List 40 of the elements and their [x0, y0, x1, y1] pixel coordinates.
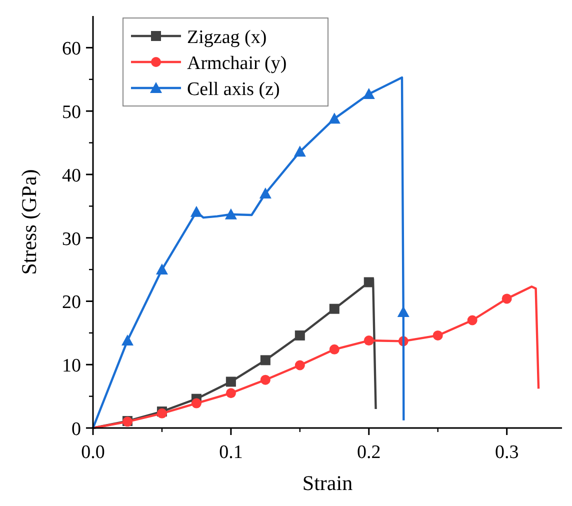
- point: [121, 334, 134, 346]
- point: [260, 355, 270, 366]
- x-tick-label: 0.3: [494, 442, 519, 463]
- point: [294, 146, 306, 157]
- x-tick-label: 0.1: [219, 442, 243, 463]
- point: [224, 208, 237, 220]
- point: [156, 264, 168, 275]
- legend-label: Armchair (y): [187, 53, 287, 74]
- point: [226, 376, 236, 387]
- y-tick-label: 20: [62, 292, 81, 314]
- y-tick-label: 40: [62, 165, 81, 186]
- point: [329, 344, 340, 354]
- y-tick-label: 30: [62, 228, 81, 250]
- point: [502, 294, 512, 304]
- point: [467, 315, 478, 326]
- line-series: [92, 286, 540, 430]
- point: [328, 112, 340, 124]
- x-tick-label: 0.0: [81, 442, 105, 463]
- point: [364, 277, 374, 288]
- point: [260, 374, 270, 385]
- point: [294, 330, 305, 340]
- point: [190, 206, 202, 217]
- point: [364, 336, 374, 346]
- x-axis-title: Strain: [302, 471, 354, 495]
- y-tick-label: 50: [62, 102, 81, 124]
- y-axis-title: Stress (GPa): [17, 169, 41, 275]
- legend-label: Cell axis (z): [187, 79, 280, 100]
- point: [259, 187, 272, 198]
- point: [294, 360, 305, 370]
- y-tick-label: 10: [62, 356, 81, 377]
- point: [191, 398, 202, 408]
- legend-label: Zigzag (x): [187, 27, 267, 48]
- y-tick-label: 0: [72, 419, 81, 440]
- point: [362, 88, 375, 99]
- point: [226, 388, 236, 398]
- y-tick-label: 60: [62, 38, 81, 60]
- point: [432, 330, 443, 340]
- point: [397, 306, 410, 318]
- point: [329, 304, 340, 314]
- x-tick-label: 0.2: [357, 442, 381, 463]
